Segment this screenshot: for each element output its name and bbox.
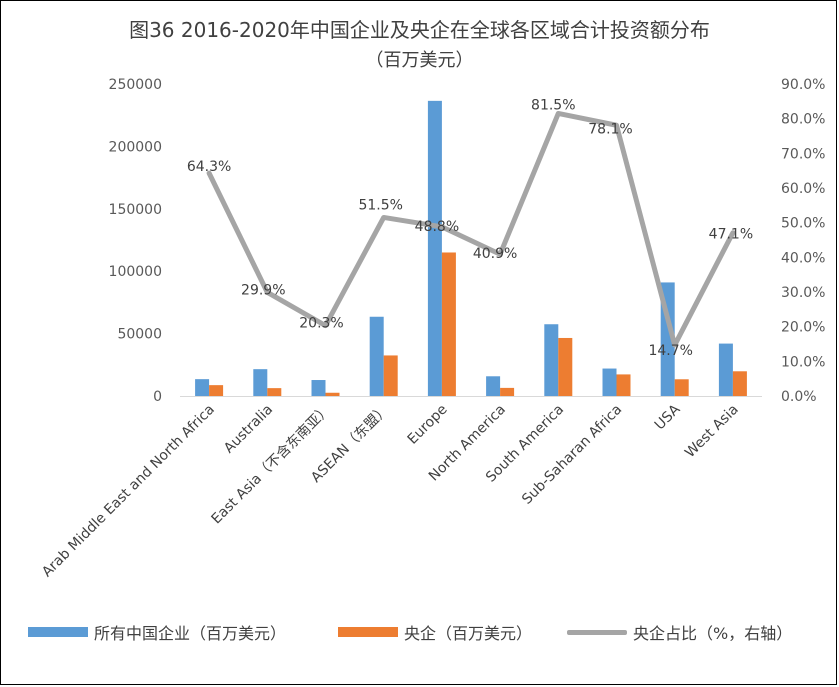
bar-soe [674,379,689,396]
x-category-label: Arab Middle East and North Africa [39,402,218,581]
legend-label-soe-share: 央企占比（%，右轴） [633,624,793,643]
bar-soe [209,385,224,396]
soe-share-data-label: 51.5% [358,197,402,213]
x-category-label: USA [652,401,684,433]
x-category-label: Australia [221,402,276,457]
soe-share-data-label: 29.9% [241,282,285,298]
y-right-tick-label: 50.0% [781,216,825,232]
soe-share-data-label: 78.1% [588,121,632,137]
soe-share-data-label: 47.1% [709,227,753,243]
legend-item-soe: 央企（百万美元） [338,620,532,644]
x-category-label: Europe [405,402,451,448]
y-right-tick-label: 70.0% [781,146,825,162]
y-right-tick-label: 10.0% [781,354,825,370]
soe-share-data-label: 64.3% [187,159,231,175]
y-left-tick-label: 0 [153,389,162,405]
chart-legend: 所有中国企业（百万美元） 央企（百万美元） 央企占比（%，右轴） [0,620,839,644]
soe-share-data-label: 14.7% [648,343,692,359]
y-left-tick-label: 200000 [109,139,162,155]
bar-soe [500,387,515,396]
legend-label-soe: 央企（百万美元） [404,624,533,643]
chart-title: 图36 2016-2020年中国企业及央企在全球各区域合计投资额分布 [129,18,710,42]
soe-share-data-label: 20.3% [299,316,343,332]
soe-share-line [206,110,736,348]
bar-all-companies [195,379,210,396]
y-left-tick-label: 100000 [109,264,162,280]
bar-soe [267,388,282,396]
bar-all-companies [602,368,617,396]
bar-soe [325,392,340,396]
bar-soe [616,374,631,396]
y-right-tick-label: 30.0% [781,285,825,301]
bar-all-companies [427,100,442,397]
y-left-tick-label: 150000 [109,202,162,218]
bar-all-companies [253,369,268,396]
y-right-tick-label: 20.0% [781,320,825,336]
y-right-tick-label: 40.0% [781,250,825,266]
legend-swatch-soe [338,627,398,637]
bar-all-companies [718,343,733,396]
soe-share-data-label: 40.9% [473,246,517,262]
x-category-label: Sub-Saharan Africa [519,402,625,508]
y-left-tick-label: 50000 [117,327,162,343]
x-category-label: East Asia（不含东南亚） [208,402,334,528]
legend-swatch-soe-share [567,629,627,635]
soe-share-data-label: 48.8% [415,219,459,235]
bar-soe [383,355,398,396]
bar-all-companies [369,316,384,396]
bar-soe [558,337,573,396]
x-category-label: West Asia [682,402,742,462]
bar-all-companies [486,376,501,396]
y-right-tick-label: 80.0% [781,112,825,128]
legend-item-soe-share: 央企占比（%，右轴） [567,620,792,644]
bar-soe [441,252,456,396]
bar-all-companies [544,324,559,396]
y-right-tick-label: 90.0% [781,77,825,93]
chart-subtitle: （百万美元） [365,50,474,71]
bar-all-companies [311,380,326,396]
legend-item-all-companies: 所有中国企业（百万美元） [28,620,286,644]
y-left-tick-label: 250000 [109,77,162,93]
y-right-tick-label: 60.0% [781,181,825,197]
bar-soe [732,371,747,396]
y-right-tick-label: 0.0% [781,389,817,405]
legend-swatch-all-companies [28,627,88,637]
soe-share-data-label: 81.5% [531,97,575,113]
legend-label-all-companies: 所有中国企业（百万美元） [94,624,287,643]
